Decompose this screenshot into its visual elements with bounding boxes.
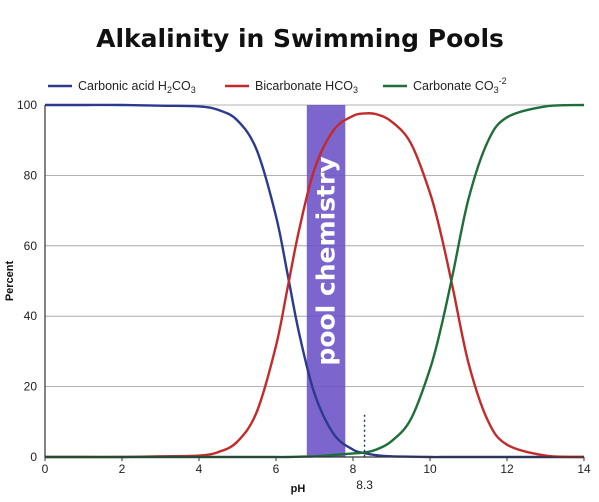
x-tick-label-14: 14 bbox=[577, 462, 591, 476]
axes bbox=[44, 105, 584, 458]
y-tick-label-60: 60 bbox=[24, 239, 38, 253]
legend: Carbonic acid H2CO3 Bicarbonate HCO3 Carbo… bbox=[48, 76, 507, 95]
tick-labels: 0 2 4 6 8 10 12 14 0 20 40 60 80 100 bbox=[17, 98, 591, 476]
y-tick-label-100: 100 bbox=[17, 98, 37, 112]
pool-chemistry-rect bbox=[306, 105, 346, 457]
ph-marker: 8.3 bbox=[356, 414, 373, 492]
y-tick-label-80: 80 bbox=[24, 168, 38, 182]
pool-chemistry-label: pool chemistry bbox=[312, 156, 341, 365]
legend-item-1: Bicarbonate HCO3 bbox=[225, 79, 358, 95]
legend-item-0: Carbonic acid H2CO3 bbox=[48, 79, 196, 95]
x-axis-label: pH bbox=[291, 483, 306, 495]
y-axis-label: Percent bbox=[4, 260, 16, 301]
x-tick-label-4: 4 bbox=[196, 462, 203, 476]
x-tick-label-12: 12 bbox=[500, 462, 514, 476]
x-tick-label-10: 10 bbox=[423, 462, 437, 476]
x-tick-label-2: 2 bbox=[119, 462, 126, 476]
chart-title: Alkalinity in Swimming Pools bbox=[96, 24, 504, 53]
x-tick-label-8: 8 bbox=[350, 462, 357, 476]
legend-label-1: Bicarbonate HCO3 bbox=[255, 79, 358, 95]
y-tick-label-40: 40 bbox=[24, 309, 38, 323]
y-tick-label-0: 0 bbox=[30, 450, 37, 464]
x-tick-label-0: 0 bbox=[42, 462, 49, 476]
x-tick-label-6: 6 bbox=[273, 462, 280, 476]
pool-chemistry-band: pool chemistry bbox=[306, 105, 346, 457]
ph-marker-label: 8.3 bbox=[356, 478, 373, 492]
legend-label-2: Carbonate CO3-2 bbox=[413, 76, 507, 95]
y-tick-label-20: 20 bbox=[24, 380, 38, 394]
legend-label-0: Carbonic acid H2CO3 bbox=[78, 79, 196, 95]
legend-item-2: Carbonate CO3-2 bbox=[383, 76, 507, 95]
series-line-1 bbox=[44, 111, 585, 459]
